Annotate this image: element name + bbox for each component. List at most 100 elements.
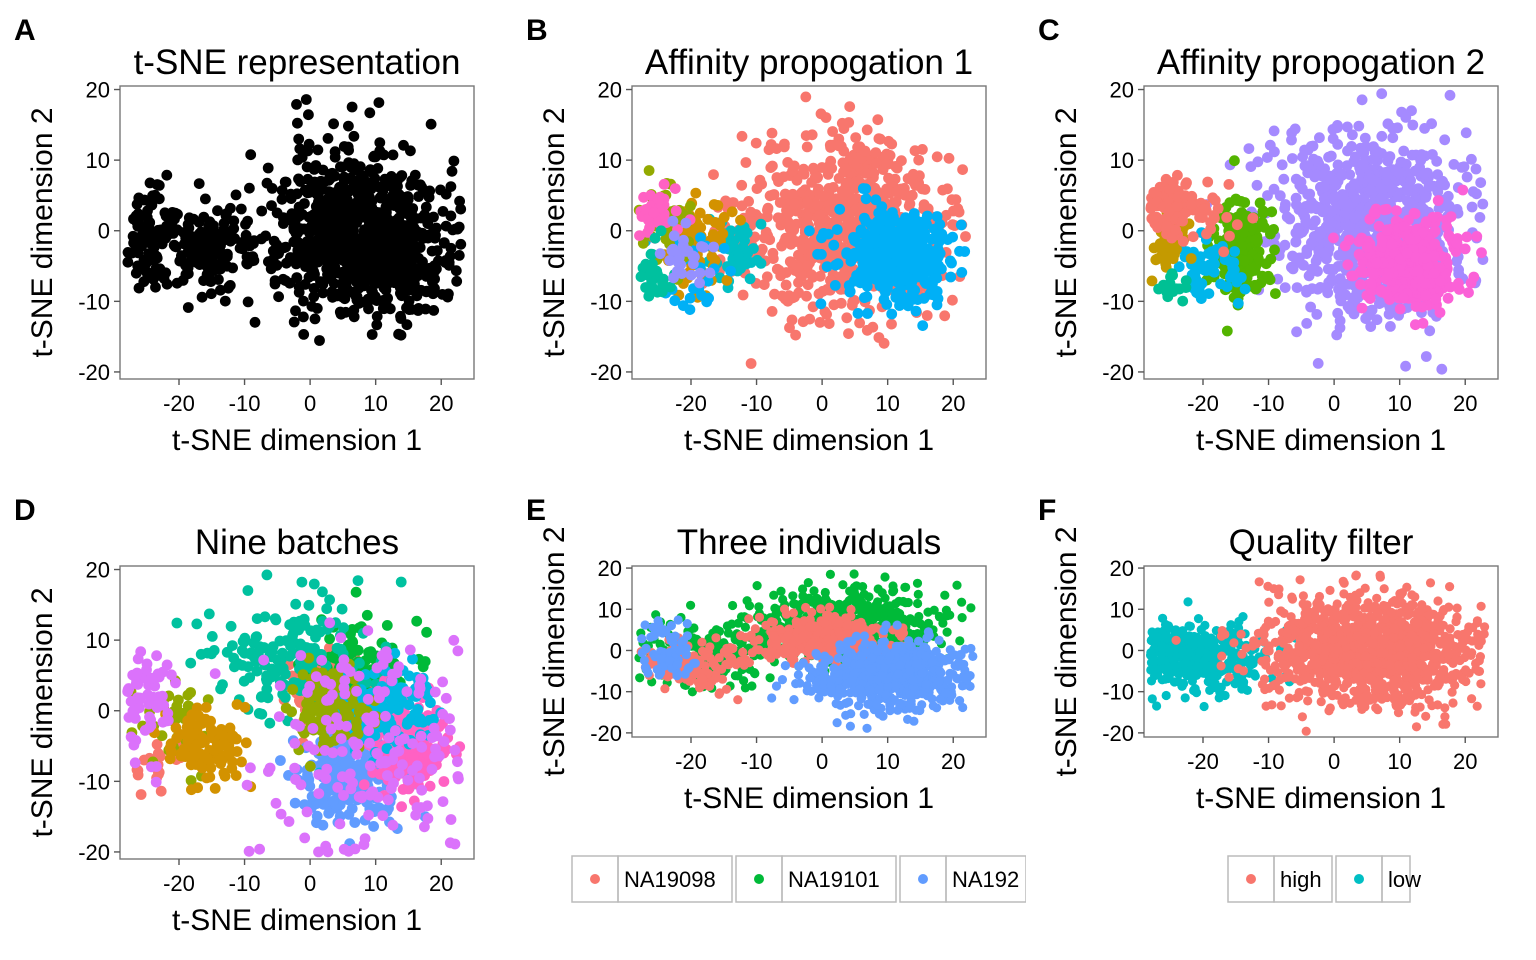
- point: [324, 594, 335, 606]
- point: [1325, 173, 1336, 185]
- point: [276, 185, 288, 196]
- point: [1365, 321, 1377, 332]
- point: [831, 224, 843, 236]
- point: [335, 643, 347, 655]
- point: [1208, 210, 1220, 221]
- point: [314, 230, 326, 241]
- point: [1442, 292, 1454, 304]
- point: [824, 139, 836, 151]
- point: [887, 207, 898, 218]
- point: [285, 188, 297, 200]
- point: [1238, 255, 1250, 267]
- point: [818, 228, 829, 239]
- point: [422, 218, 434, 230]
- point: [1332, 139, 1344, 150]
- point: [883, 172, 894, 184]
- point: [1371, 314, 1383, 326]
- point: [918, 293, 930, 304]
- point: [250, 631, 262, 643]
- point: [261, 683, 273, 695]
- point: [800, 91, 812, 103]
- point: [294, 615, 306, 627]
- point: [1466, 153, 1477, 165]
- point: [1257, 207, 1269, 219]
- point: [1295, 176, 1307, 188]
- point: [1204, 259, 1216, 270]
- point: [823, 318, 835, 329]
- x-tick-label: 10: [875, 391, 899, 416]
- point: [133, 212, 145, 224]
- point: [1356, 94, 1368, 106]
- point: [130, 267, 142, 279]
- x-tick-label: -20: [675, 391, 707, 416]
- point: [913, 260, 925, 272]
- point: [868, 248, 879, 260]
- point: [352, 644, 364, 656]
- point: [685, 200, 696, 212]
- point: [1365, 184, 1376, 196]
- point: [419, 656, 431, 667]
- point: [669, 295, 681, 307]
- point: [1300, 216, 1312, 228]
- point: [156, 238, 168, 250]
- point: [1387, 132, 1399, 144]
- x-tick-label: 0: [816, 391, 828, 416]
- point: [335, 161, 346, 173]
- point: [829, 280, 841, 291]
- point: [852, 308, 864, 319]
- point: [290, 598, 302, 610]
- point: [657, 277, 668, 289]
- point: [1415, 155, 1427, 166]
- point: [322, 133, 334, 144]
- point: [366, 329, 378, 340]
- point: [448, 155, 460, 167]
- point: [744, 273, 756, 285]
- point: [1434, 275, 1446, 287]
- point: [843, 328, 854, 339]
- point: [755, 258, 767, 269]
- point: [406, 220, 417, 232]
- point: [207, 265, 219, 277]
- point: [1466, 201, 1478, 213]
- point: [429, 273, 440, 285]
- point: [420, 303, 431, 315]
- point: [206, 631, 218, 642]
- point: [374, 137, 386, 149]
- point: [306, 224, 317, 235]
- point: [780, 279, 792, 291]
- point: [1417, 317, 1429, 329]
- point: [1250, 283, 1262, 294]
- point: [1177, 295, 1189, 307]
- point: [1209, 195, 1221, 206]
- point: [215, 284, 226, 296]
- point: [1173, 261, 1185, 273]
- point: [312, 144, 324, 156]
- x-tick-label: 0: [1328, 391, 1340, 416]
- point: [1357, 147, 1369, 158]
- point: [1167, 176, 1179, 188]
- point: [1346, 141, 1357, 152]
- point: [1355, 279, 1366, 290]
- point: [196, 291, 208, 303]
- point: [343, 186, 355, 198]
- point: [1474, 212, 1486, 223]
- chart-title: Nine batches: [195, 523, 399, 562]
- chart-title: Affinity propogation 1: [645, 43, 973, 82]
- point: [1202, 176, 1214, 188]
- chart-title: Affinity propogation 2: [1157, 43, 1485, 82]
- point: [1167, 253, 1179, 265]
- point: [410, 241, 422, 253]
- point: [1306, 237, 1317, 249]
- series-group-1: [122, 94, 467, 346]
- point: [352, 575, 364, 586]
- point: [1221, 325, 1233, 337]
- point: [144, 217, 156, 228]
- point: [340, 756, 351, 768]
- point: [350, 586, 362, 598]
- point: [1365, 277, 1377, 289]
- point: [269, 613, 281, 624]
- point: [366, 202, 378, 214]
- point: [745, 206, 757, 218]
- point: [1279, 203, 1291, 215]
- point: [812, 171, 823, 183]
